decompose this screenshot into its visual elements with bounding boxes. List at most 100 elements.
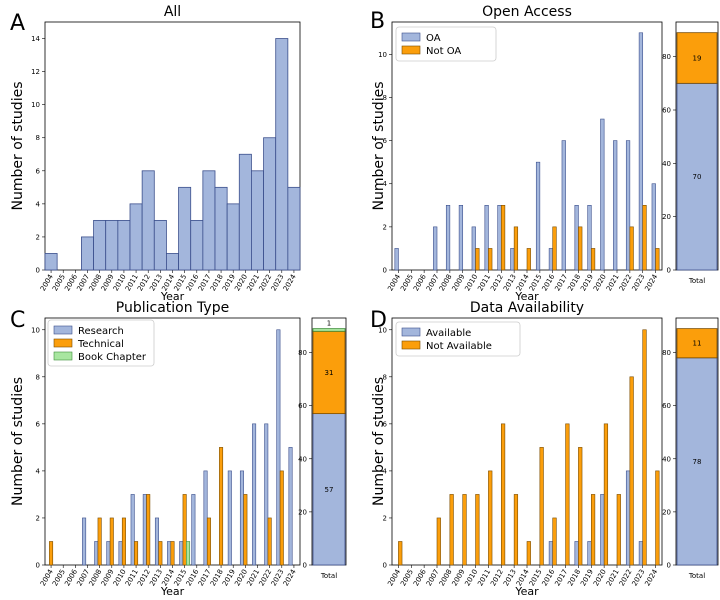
y-tick-label: 10: [31, 101, 40, 109]
bar: [251, 170, 264, 271]
bar: [488, 470, 493, 566]
y-axis-label: Number of studies: [371, 82, 387, 211]
y-tick-label: 4: [383, 180, 388, 188]
bar: [263, 137, 277, 271]
bar: [625, 140, 631, 271]
bar: [513, 226, 519, 271]
bar: [629, 226, 634, 271]
bar: [239, 470, 244, 566]
bar: [471, 226, 476, 271]
total-segment-label: 1: [327, 320, 331, 328]
total-y-tick-label: 0: [667, 267, 671, 275]
bar: [186, 541, 191, 566]
bar: [600, 494, 605, 566]
bar: [203, 470, 208, 566]
y-axis-label: Number of studies: [371, 377, 387, 506]
total-segment: [312, 330, 346, 415]
bar: [526, 248, 531, 271]
bar: [449, 494, 454, 566]
bar: [153, 219, 167, 271]
bar: [436, 517, 441, 566]
bar: [587, 541, 592, 566]
bar: [154, 517, 159, 566]
bar: [118, 541, 123, 566]
total-x-label: Total: [688, 277, 705, 285]
bar: [638, 32, 644, 271]
panel-letter: D: [370, 308, 387, 333]
bar: [475, 494, 480, 566]
legend-label: Available: [426, 328, 471, 339]
bar: [252, 423, 257, 566]
bar: [142, 494, 147, 566]
bar: [191, 494, 196, 566]
bar: [565, 423, 570, 566]
total-x-label: Total: [320, 572, 337, 580]
y-tick-label: 10: [378, 51, 387, 59]
bar: [226, 203, 240, 271]
bar: [190, 219, 204, 271]
bar: [500, 423, 506, 566]
total-y-tick-label: 40: [298, 455, 307, 463]
total-panel: 0 20 40 60 80 70 19 Total: [662, 21, 719, 285]
bar: [182, 494, 187, 566]
legend-label: Not OA: [426, 46, 461, 57]
bar: [227, 470, 232, 566]
x-axis-label: Year: [160, 290, 185, 303]
bar: [552, 517, 557, 566]
legend-frame: [47, 319, 155, 367]
y-tick-label: 0: [383, 562, 387, 570]
bar: [590, 494, 596, 566]
y-tick-label: 0: [36, 562, 40, 570]
bar: [267, 517, 272, 566]
y-tick-label: 2: [383, 514, 387, 522]
x-axis-label: Year: [514, 585, 539, 598]
legend-frame: [395, 26, 497, 62]
panel-title: Publication Type: [116, 300, 229, 316]
legend-label: Book Chapter: [78, 352, 147, 363]
bar: [638, 541, 644, 566]
bar: [106, 541, 111, 566]
x-axis-label: Year: [160, 585, 185, 598]
legend: Available Not Available: [395, 321, 521, 357]
total-y-tick-label: 0: [667, 562, 671, 570]
bar: [642, 205, 647, 271]
bar: [279, 470, 284, 566]
y-tick-label: 4: [383, 467, 388, 475]
bar: [214, 186, 228, 271]
total-y-tick-label: 20: [662, 508, 671, 516]
legend-swatch: [401, 327, 421, 337]
bar: [578, 447, 583, 566]
bar: [497, 205, 502, 271]
y-tick-label: 14: [31, 35, 40, 43]
y-tick-label: 8: [383, 373, 387, 381]
legend-swatch: [401, 45, 421, 55]
y-tick-label: 10: [31, 326, 40, 334]
legend-label: OA: [426, 33, 441, 44]
total-segment-label: 78: [693, 458, 702, 466]
total-panel: 0 20 40 60 80 78 11 Total: [662, 317, 719, 580]
y-tick-label: 10: [378, 326, 387, 334]
bar: [629, 376, 634, 566]
bar: [535, 161, 541, 271]
total-y-tick-label: 80: [298, 349, 307, 357]
bar: [288, 447, 293, 566]
y-tick-label: 4: [36, 200, 41, 208]
x-tick-label: 2024: [643, 568, 659, 588]
y-tick-label: 2: [36, 514, 40, 522]
total-y-tick-label: 40: [662, 160, 671, 168]
bar: [625, 470, 631, 566]
legend-swatch: [53, 351, 73, 361]
bar: [117, 219, 131, 271]
bar: [166, 253, 179, 271]
y-tick-label: 12: [31, 68, 40, 76]
total-segment: [676, 32, 718, 84]
bar: [82, 517, 87, 566]
bar: [121, 517, 126, 566]
x-tick-label: 2024: [282, 273, 298, 293]
bar: [587, 205, 592, 271]
bar: [178, 186, 192, 271]
bar: [179, 541, 184, 566]
bar: [167, 541, 172, 566]
